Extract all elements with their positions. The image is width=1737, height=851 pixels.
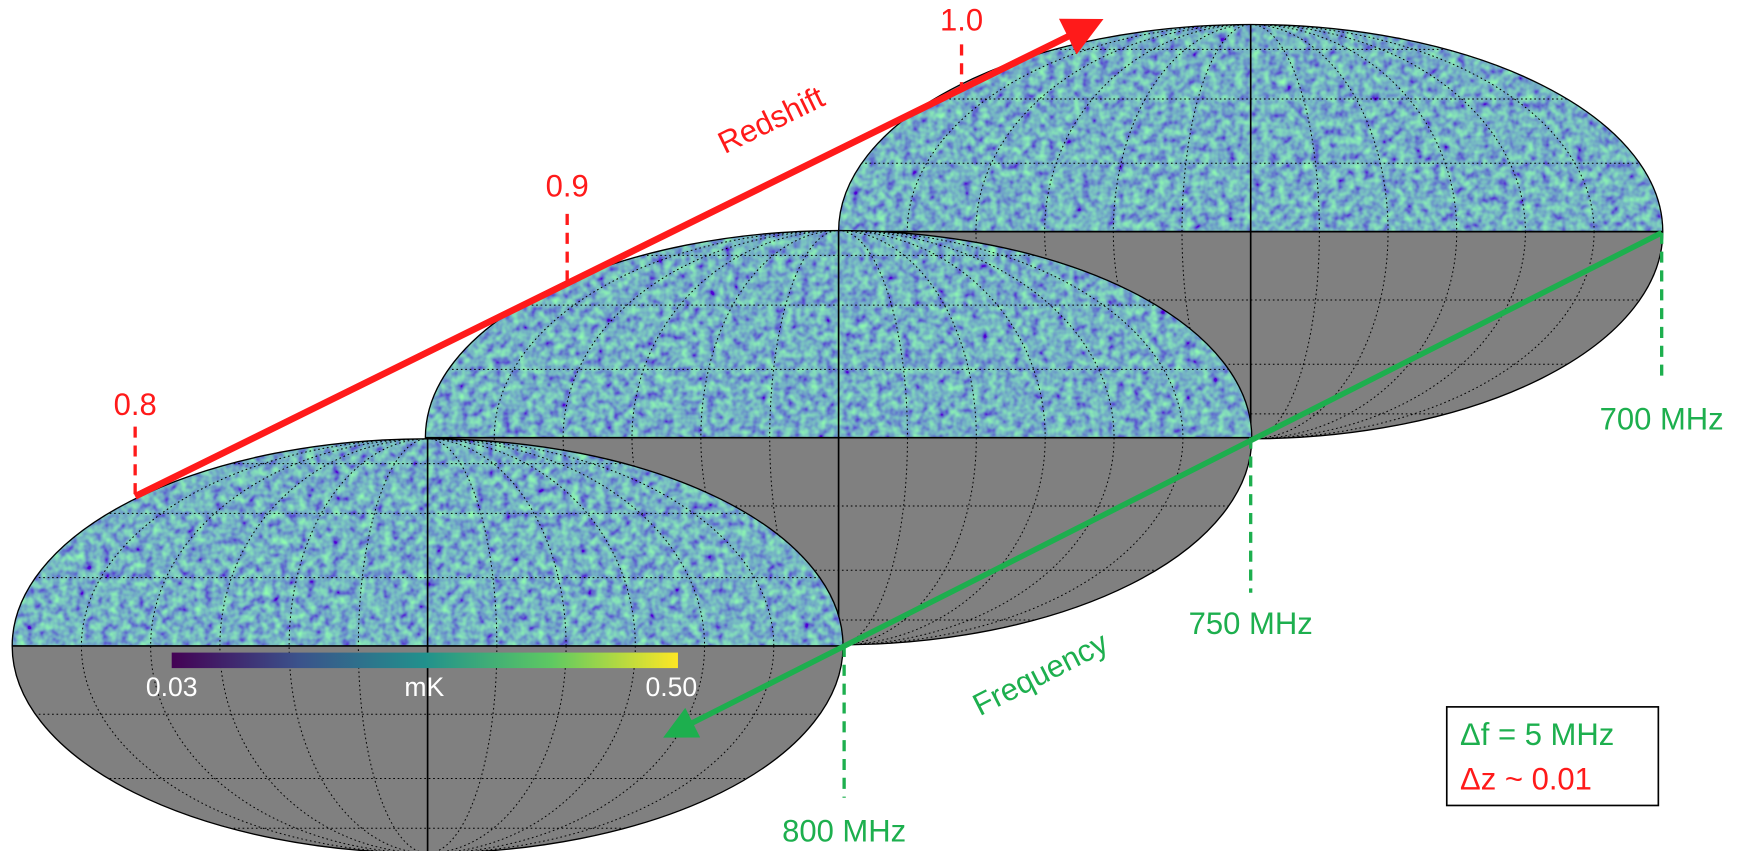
redshift-tick: 0.9: [546, 169, 589, 204]
redshift-tick: 1.0: [940, 2, 983, 37]
legend-line: Δf = 5 MHz: [1460, 717, 1614, 752]
frequency-tick: 800 MHz: [782, 813, 906, 848]
redshift-tick: 0.8: [114, 387, 157, 422]
redshift-label: Redshift: [712, 79, 830, 160]
colorbar-unit: mK: [404, 672, 444, 702]
colorbar-min: 0.03: [146, 672, 198, 702]
colorbar: [172, 653, 678, 669]
legend-line: Δz ~ 0.01: [1460, 761, 1592, 796]
sky-map: [12, 439, 843, 851]
colorbar-max: 0.50: [645, 672, 697, 702]
frequency-tick: 750 MHz: [1189, 606, 1313, 641]
frequency-label: Frequency: [967, 625, 1114, 723]
frequency-tick: 700 MHz: [1600, 401, 1724, 436]
diagram: 0.03 mK 0.50 0.8 0.9 1.0 Redshift 800 MH…: [0, 0, 1737, 851]
